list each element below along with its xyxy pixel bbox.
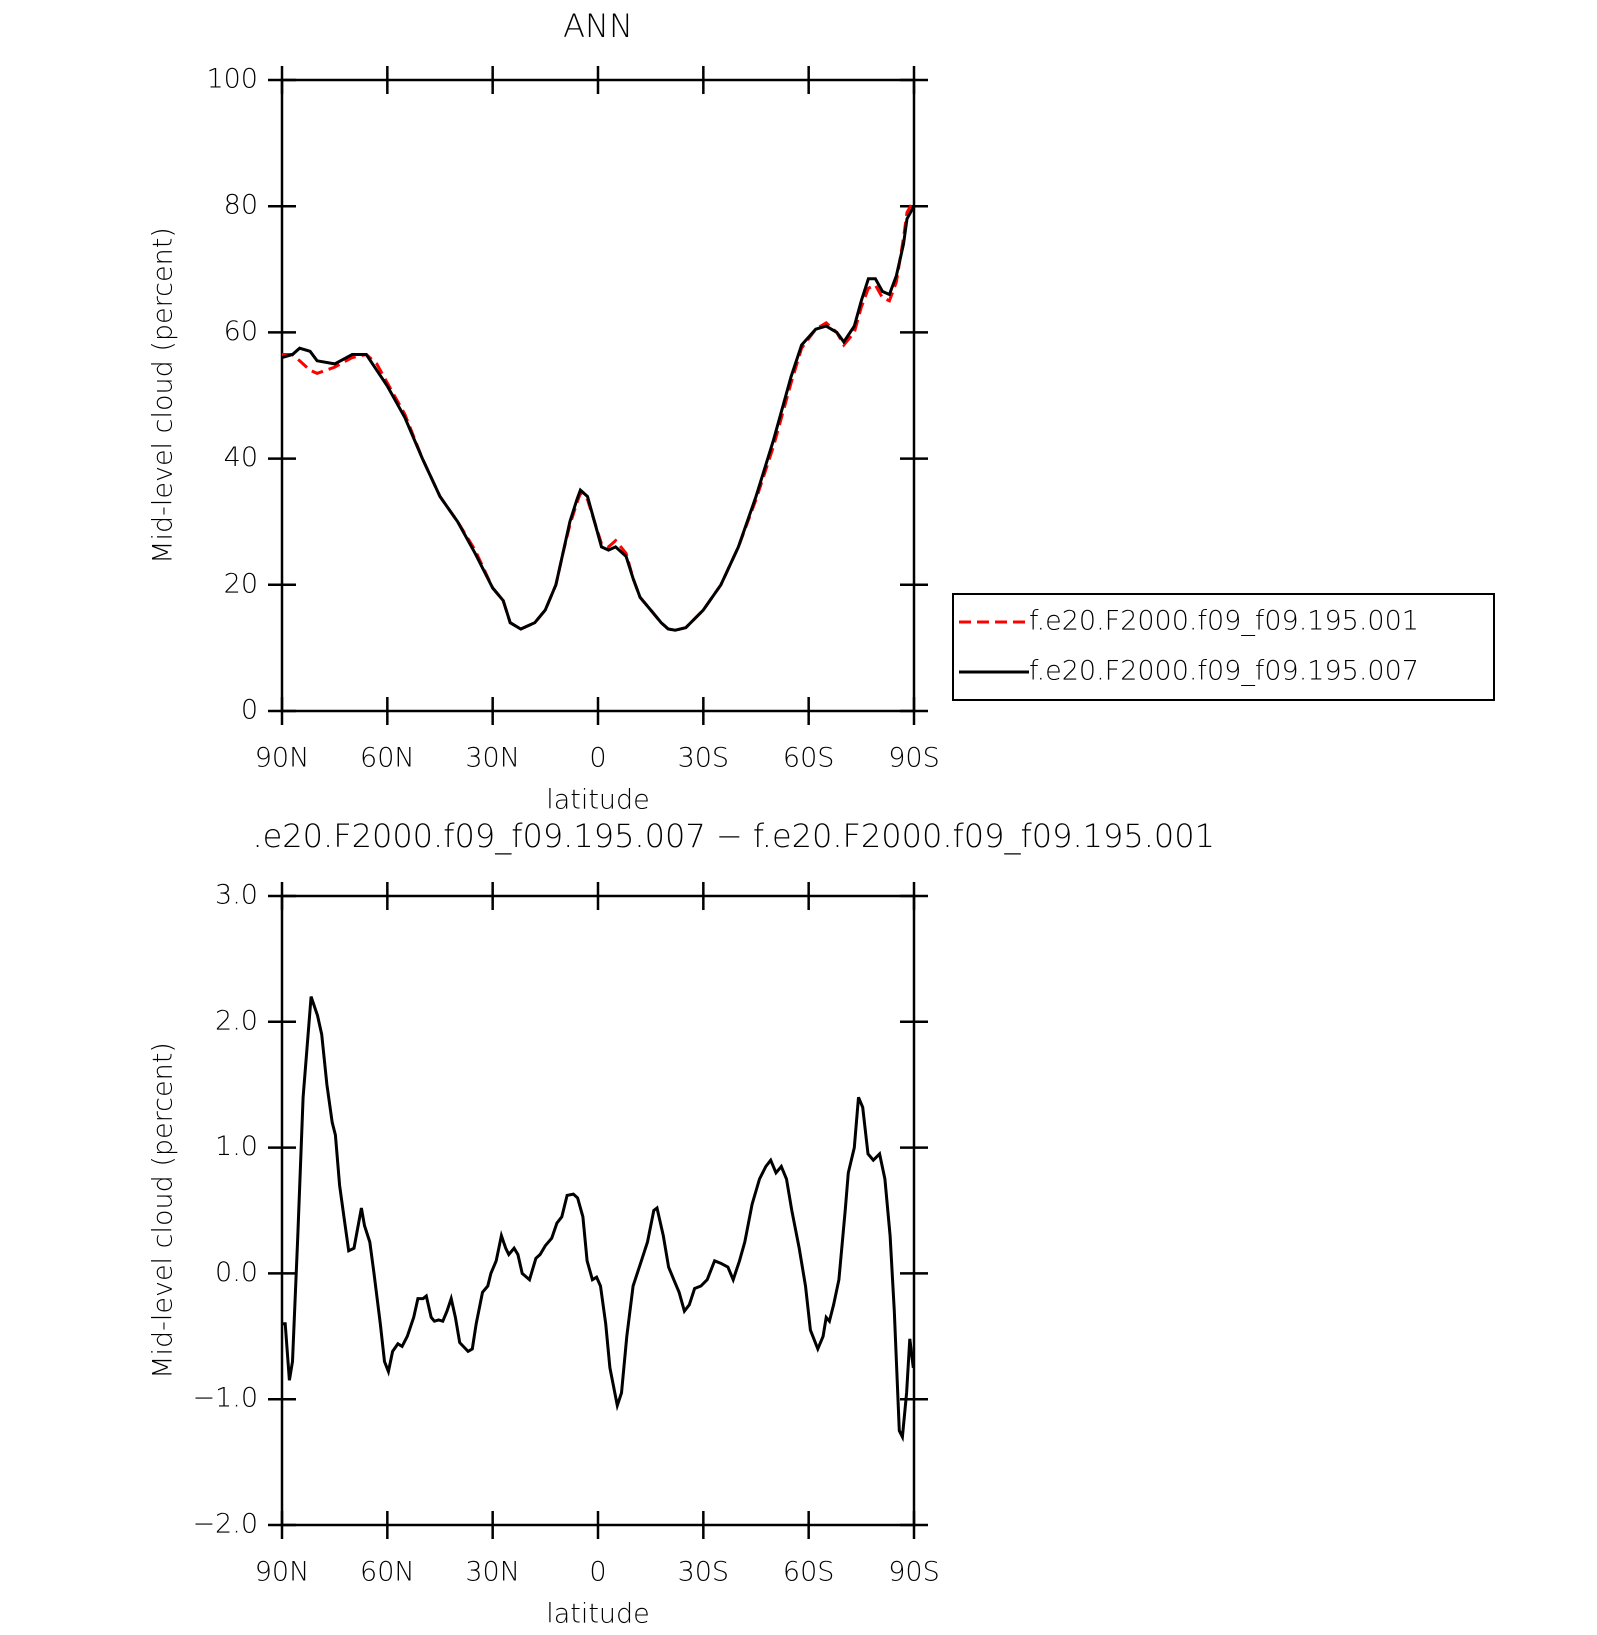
y-tick-label: 1.0 (215, 1131, 258, 1162)
chart-title: .e20.F2000.f09_f09.195.007 − f.e20.F2000… (252, 817, 1215, 855)
x-tick-label: 90N (255, 1557, 310, 1588)
y-tick-label: 100 (206, 64, 258, 95)
y-tick-label: −1.0 (192, 1383, 258, 1414)
x-tick-label: 60S (783, 1557, 835, 1588)
x-tick-label: 0 (589, 743, 606, 774)
x-axis-label: latitude (546, 785, 650, 816)
data-line (282, 199, 916, 632)
y-tick-label: −2.0 (192, 1509, 258, 1540)
y-tick-label: 60 (224, 316, 258, 347)
x-tick-label: 90S (888, 1557, 940, 1588)
x-tick-label: 60S (783, 743, 835, 774)
x-tick-label: 0 (589, 1557, 606, 1588)
chart-title: ANN (563, 7, 633, 45)
legend-box (952, 593, 1495, 701)
x-tick-label: 90N (255, 743, 310, 774)
y-axis-label: Mid-level cloud (percent) (148, 227, 179, 564)
y-tick-label: 0 (241, 695, 258, 726)
x-tick-label: 30S (678, 1557, 730, 1588)
plot-frame (280, 78, 916, 713)
y-tick-label: 20 (224, 568, 258, 599)
data-line (281, 205, 916, 632)
legend-label: f.e20.F2000.f09_f09.195.007 (1029, 656, 1419, 687)
legend-label: f.e20.F2000.f09_f09.195.001 (1029, 606, 1419, 637)
y-tick-label: 40 (224, 442, 258, 473)
x-tick-label: 90S (888, 743, 940, 774)
x-tick-label: 60N (360, 743, 415, 774)
x-tick-label: 30N (465, 743, 520, 774)
x-tick-label: 30N (465, 1557, 520, 1588)
y-tick-label: 2.0 (215, 1005, 258, 1036)
y-tick-label: 0.0 (215, 1257, 258, 1288)
data-line (282, 996, 915, 1443)
x-tick-label: 30S (678, 743, 730, 774)
y-tick-label: 80 (224, 190, 258, 221)
x-axis-label: latitude (546, 1599, 650, 1630)
y-tick-label: 3.0 (215, 880, 258, 911)
x-tick-label: 60N (360, 1557, 415, 1588)
plot-frame (280, 894, 916, 1527)
y-axis-label: Mid-level cloud (percent) (148, 1042, 179, 1379)
